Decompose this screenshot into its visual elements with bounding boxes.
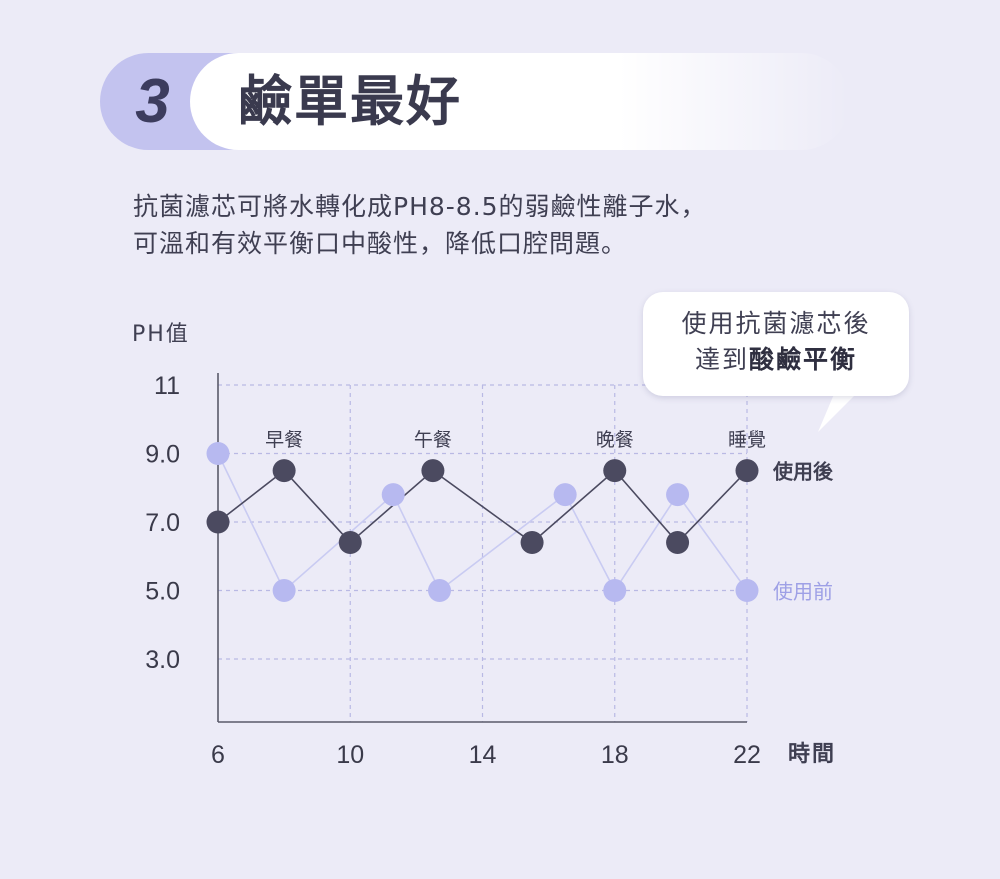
description-line-1: 抗菌濾芯可將水轉化成PH8-8.5的弱鹼性離子水， bbox=[133, 192, 707, 221]
data-point bbox=[603, 579, 627, 602]
data-point bbox=[735, 459, 759, 483]
meal-label: 睡覺 bbox=[728, 429, 766, 451]
y-tick-label: 5.0 bbox=[145, 578, 180, 606]
data-point bbox=[206, 442, 230, 465]
callout-line-2-prefix: 達到 bbox=[694, 345, 749, 374]
x-tick-label: 14 bbox=[469, 741, 497, 769]
header-title-pill bbox=[190, 53, 850, 150]
x-tick-label: 22 bbox=[733, 741, 761, 769]
series-line bbox=[217, 453, 748, 593]
legend-label: 使用前 bbox=[773, 580, 833, 604]
x-tick-label: 18 bbox=[601, 741, 629, 769]
y-tick-label: 3.0 bbox=[145, 646, 180, 674]
data-point bbox=[381, 483, 405, 507]
meal-label: 午餐 bbox=[414, 429, 452, 451]
page-title: 鹼單最好 bbox=[238, 70, 462, 133]
description-line-2: 可溫和有效平衡口中酸性，降低口腔問題。 bbox=[133, 229, 628, 258]
meal-label: 早餐 bbox=[265, 429, 303, 451]
data-point bbox=[428, 579, 452, 602]
description: 抗菌濾芯可將水轉化成PH8-8.5的弱鹼性離子水， 可溫和有效平衡口中酸性，降低… bbox=[133, 188, 853, 262]
x-axis-title: 時間 bbox=[788, 742, 836, 767]
callout-line-1: 使用抗菌濾芯後 bbox=[681, 309, 871, 338]
series-line bbox=[217, 469, 748, 544]
x-tick-label: 10 bbox=[336, 741, 364, 769]
data-point bbox=[553, 483, 577, 507]
data-point bbox=[421, 459, 445, 483]
y-axis-title: PH值 bbox=[132, 322, 190, 347]
legend-label: 使用後 bbox=[772, 460, 834, 484]
data-point bbox=[272, 459, 296, 483]
header-number: 3 bbox=[135, 67, 170, 136]
data-point bbox=[206, 510, 230, 534]
x-tick-label: 6 bbox=[211, 741, 225, 769]
data-point bbox=[520, 531, 544, 555]
callout-bubble: 使用抗菌濾芯後 達到酸鹼平衡 bbox=[643, 292, 909, 396]
data-point bbox=[338, 531, 362, 555]
callout-line-2: 達到酸鹼平衡 bbox=[643, 342, 909, 378]
y-tick-label: 11 bbox=[154, 372, 180, 400]
data-point bbox=[666, 483, 690, 507]
data-point bbox=[603, 459, 627, 483]
meal-label: 晚餐 bbox=[596, 429, 634, 451]
y-tick-label: 7.0 bbox=[145, 509, 180, 537]
data-point bbox=[735, 579, 759, 602]
data-point bbox=[666, 531, 690, 555]
data-point bbox=[272, 579, 296, 602]
y-tick-label: 9.0 bbox=[145, 441, 180, 469]
callout-line-2-bold: 酸鹼平衡 bbox=[749, 345, 858, 374]
